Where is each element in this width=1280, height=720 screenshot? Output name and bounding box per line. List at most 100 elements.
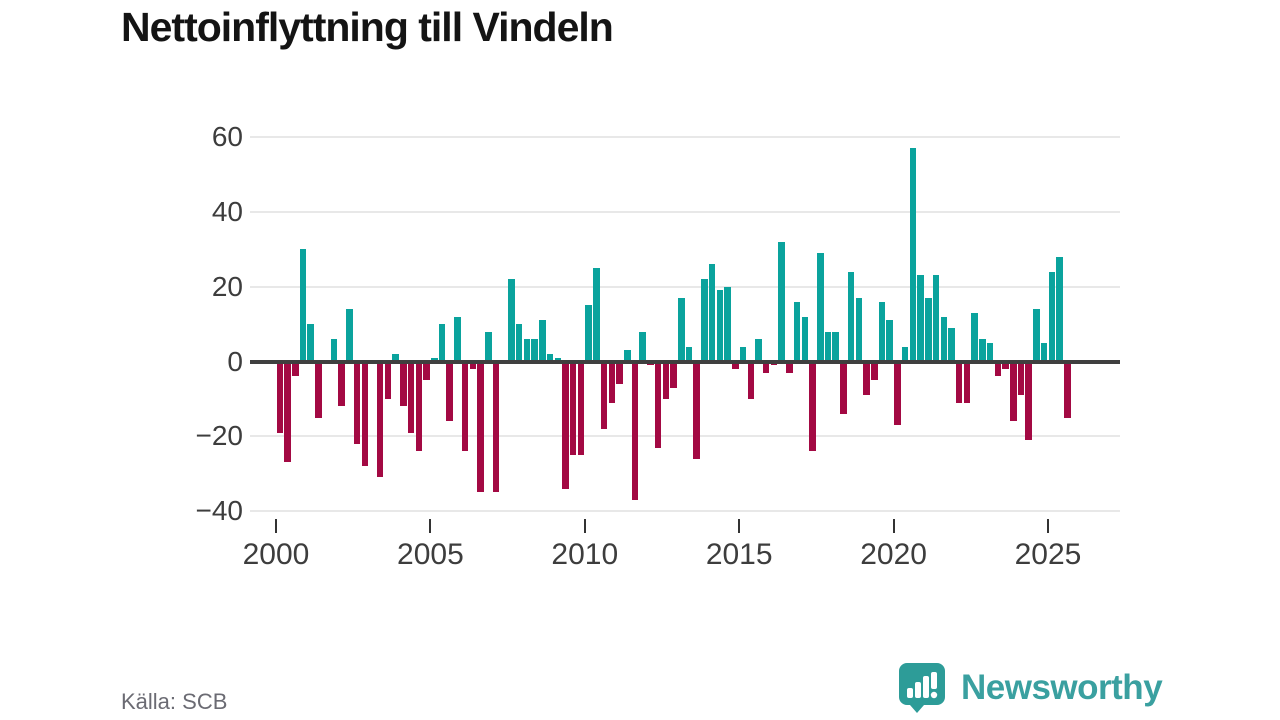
bar-2007Q4 — [515, 324, 523, 362]
bar-2003Q3 — [384, 361, 392, 399]
zero-axis-line — [250, 359, 1120, 364]
bar-2015Q2 — [747, 361, 755, 399]
bar-2012Q4 — [670, 361, 677, 388]
bar-2024Q3 — [1033, 309, 1040, 362]
bar-2005Q4 — [454, 316, 461, 362]
gridline-60 — [250, 136, 1120, 139]
y-axis-label--20: −20 — [195, 420, 244, 452]
bar-2016Q2 — [778, 241, 785, 362]
bar-2002Q1 — [338, 361, 345, 407]
newsworthy-badge-icon — [899, 663, 945, 713]
bar-2013Q3 — [693, 361, 700, 459]
bar-2025Q3 — [1064, 361, 1071, 418]
x-axis-label-2015: 2015 — [705, 538, 773, 571]
bar-2001Q2 — [315, 361, 322, 418]
bar-2023Q4 — [1010, 361, 1017, 422]
bar-2005Q3 — [446, 361, 453, 422]
bar-2020Q4 — [917, 275, 924, 362]
bar-2001Q1 — [307, 324, 314, 362]
x-axis-label-2025: 2025 — [1014, 538, 1082, 571]
bar-2014Q2 — [716, 290, 724, 362]
bar-2006Q4 — [485, 331, 492, 362]
bar-2011Q2 — [624, 350, 631, 362]
gridline--20 — [250, 435, 1120, 438]
bar-2020Q1 — [894, 361, 901, 426]
bar-2021Q4 — [948, 327, 955, 362]
bar-2021Q2 — [932, 275, 940, 362]
bar-2006Q3 — [477, 361, 484, 493]
y-axis-label-60: 60 — [211, 121, 243, 153]
bar-2017Q3 — [817, 253, 824, 362]
bar-2006Q2 — [469, 361, 477, 369]
bar-2013Q2 — [685, 346, 693, 362]
bar-2015Q3 — [755, 339, 762, 362]
y-axis-label--40: −40 — [195, 495, 244, 527]
bar-2002Q3 — [353, 361, 361, 444]
bar-2021Q1 — [925, 297, 932, 362]
brand-logo: Newsworthy — [898, 662, 1163, 714]
bar-2007Q3 — [508, 279, 515, 362]
bar-2024Q4 — [1040, 342, 1048, 362]
bar-2019Q1 — [863, 361, 870, 396]
bar-2009Q3 — [569, 361, 577, 455]
bar-2010Q2 — [593, 268, 600, 362]
bar-2013Q4 — [701, 279, 708, 362]
bar-2000Q4 — [299, 249, 307, 362]
gridline--40 — [250, 510, 1120, 513]
bar-2019Q4 — [886, 320, 893, 362]
bar-2023Q2 — [994, 361, 1002, 377]
bar-2011Q4 — [639, 331, 646, 362]
bar-2000Q2 — [284, 361, 291, 463]
bar-2017Q1 — [801, 316, 809, 362]
bar-2024Q1 — [1017, 361, 1025, 396]
bar-2014Q1 — [708, 264, 716, 362]
bar-2008Q1 — [523, 339, 531, 362]
bar-2001Q4 — [330, 339, 338, 362]
bar-2018Q1 — [832, 331, 839, 362]
bar-2009Q4 — [577, 361, 585, 455]
bar-2012Q2 — [654, 361, 662, 448]
bar-2023Q1 — [986, 342, 994, 362]
bar-2018Q4 — [855, 297, 863, 362]
bar-2010Q4 — [608, 361, 616, 403]
bar-2010Q1 — [585, 305, 592, 362]
x-axis-label-2000: 2000 — [242, 538, 310, 571]
bar-2002Q4 — [361, 361, 369, 467]
bar-2007Q1 — [492, 361, 500, 493]
bar-2012Q3 — [662, 361, 670, 399]
bar-2015Q1 — [739, 346, 747, 362]
bar-2014Q4 — [732, 361, 739, 369]
x-axis-label-2005: 2005 — [397, 538, 464, 571]
bar-2022Q3 — [971, 312, 978, 362]
x-axis-label-2010: 2010 — [551, 538, 619, 571]
y-axis-label-0: 0 — [227, 345, 243, 377]
x-axis-tick-2010 — [583, 519, 586, 533]
brand-name: Newsworthy — [961, 668, 1163, 707]
bar-2000Q1 — [276, 361, 284, 433]
bar-2016Q4 — [793, 301, 801, 362]
bar-2003Q2 — [376, 361, 384, 478]
source-label: Källa: SCB — [121, 689, 228, 714]
x-axis-tick-2000 — [275, 519, 277, 533]
bar-2024Q2 — [1025, 361, 1032, 441]
x-axis-tick-2025 — [1047, 519, 1049, 533]
bar-2025Q1 — [1048, 271, 1056, 362]
y-axis-label-20: 20 — [211, 270, 243, 302]
bar-2025Q2 — [1056, 256, 1063, 362]
bar-2017Q4 — [824, 331, 832, 362]
bar-2011Q1 — [616, 361, 623, 384]
x-axis-tick-2020 — [892, 519, 895, 533]
bar-2004Q4 — [423, 361, 430, 381]
bar-2008Q4 — [546, 354, 554, 362]
chart-title: Nettoinflyttning till Vindeln — [121, 4, 614, 50]
bar-2009Q2 — [562, 361, 569, 489]
x-axis-tick-2015 — [738, 519, 741, 533]
bar-2011Q3 — [631, 361, 639, 500]
bar-2008Q2 — [531, 339, 538, 362]
bar-2021Q3 — [940, 316, 948, 362]
x-axis-tick-2005 — [429, 519, 432, 533]
bar-2004Q3 — [415, 361, 423, 452]
bar-2023Q3 — [1002, 361, 1009, 369]
bar-2008Q3 — [539, 320, 546, 362]
